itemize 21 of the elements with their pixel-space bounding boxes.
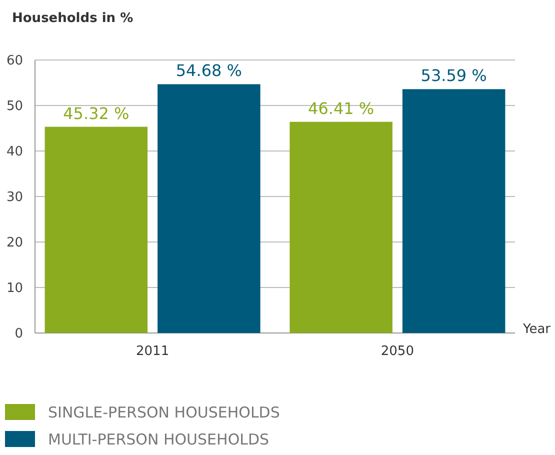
x-tick-label: 2011: [136, 344, 170, 359]
y-tick-label: 50: [6, 99, 23, 114]
legend-label: SINGLE-PERSON HOUSEHOLDS: [48, 403, 280, 422]
y-tick-label: 60: [6, 54, 23, 69]
bar: [402, 89, 506, 333]
y-tick-label: 30: [6, 190, 23, 206]
data-label: 46.41 %: [308, 98, 374, 118]
legend-label: MULTI-PERSON HOUSEHOLDS: [48, 430, 270, 448]
chart-title: Households in %: [12, 11, 134, 26]
y-tick-label: 40: [6, 144, 23, 160]
x-tick-label: 2050: [380, 344, 414, 359]
y-tick-label: 10: [6, 281, 23, 296]
y-tick-label: 20: [6, 236, 23, 251]
data-label: 54.68 %: [176, 61, 242, 80]
bar: [290, 122, 392, 333]
x-axis-title: Year: [522, 322, 552, 337]
bar: [158, 84, 260, 333]
y-tick-label: 0: [14, 326, 23, 342]
data-label: 53.59 %: [420, 66, 487, 86]
bar: [44, 126, 148, 333]
data-label: 45.32 %: [63, 104, 130, 123]
